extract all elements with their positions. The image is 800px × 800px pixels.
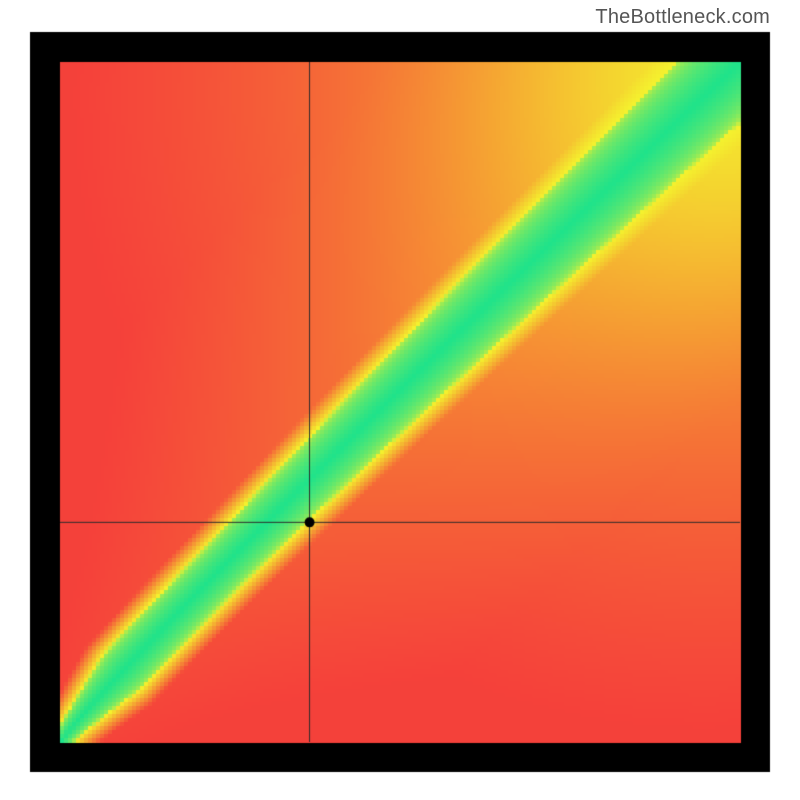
attribution-label: TheBottleneck.com: [595, 6, 770, 29]
bottleneck-heatmap: [0, 0, 800, 800]
chart-container: TheBottleneck.com: [0, 0, 800, 800]
